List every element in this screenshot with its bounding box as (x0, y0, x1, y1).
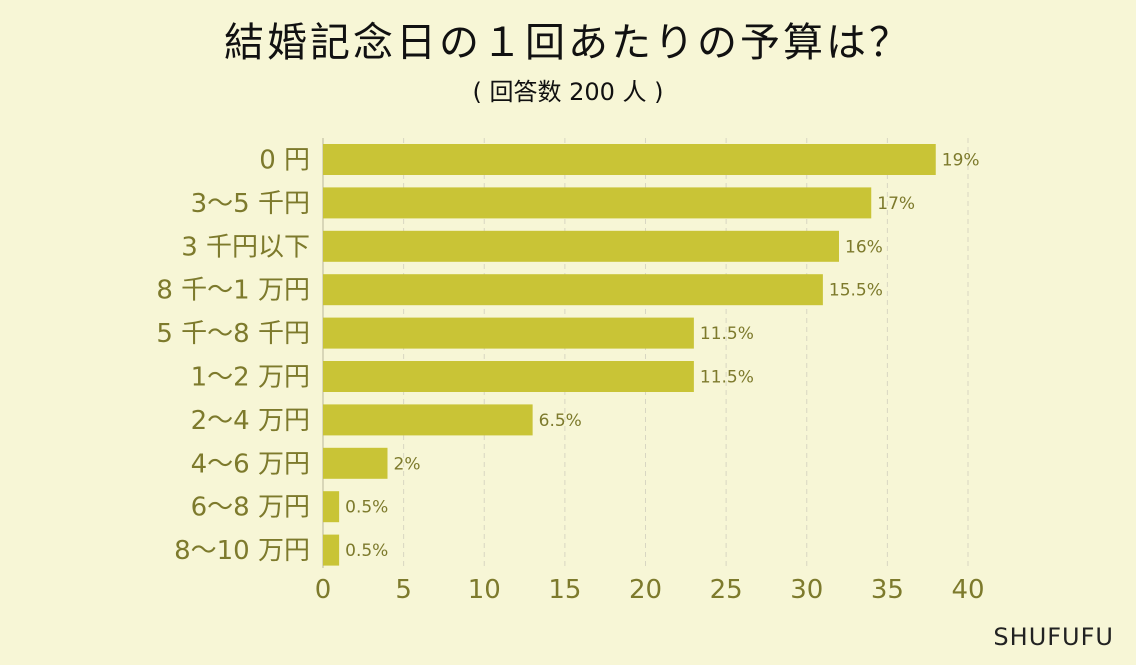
bar (323, 274, 823, 306)
data-label: 19% (942, 151, 980, 171)
bar (323, 361, 694, 392)
category-label: 5 千～8 千円 (156, 319, 310, 349)
category-label: 3～5 千円 (191, 189, 310, 219)
x-tick-label: 0 (315, 575, 332, 605)
category-label: 2～4 万円 (191, 406, 310, 436)
category-label: 1～2 万円 (191, 363, 310, 393)
bar (323, 230, 839, 262)
data-label: 15.5% (829, 281, 883, 301)
bar (323, 447, 388, 479)
x-tick-label: 35 (871, 575, 904, 605)
chart-subtitle: ( 回答数 200 人 ) (472, 78, 664, 106)
data-label: 6.5% (539, 411, 582, 431)
category-label: 3 千円以下 (181, 232, 310, 262)
bar (323, 317, 694, 349)
category-label: 8 千～1 万円 (156, 276, 310, 306)
x-tick-label: 15 (548, 575, 581, 605)
data-label: 0.5% (345, 541, 388, 561)
x-tick-label: 20 (629, 575, 662, 605)
data-label: 0.5% (345, 498, 388, 518)
bar (323, 144, 936, 175)
data-label: 11.5% (700, 368, 754, 388)
x-tick-label: 25 (710, 575, 743, 605)
data-label: 2% (394, 454, 421, 474)
category-label: 0 円 (259, 146, 310, 176)
chart-title: 結婚記念日の１回あたりの予算は？ (224, 20, 912, 66)
data-label: 17% (877, 194, 915, 214)
bar (323, 404, 533, 436)
x-tick-label: 10 (468, 575, 501, 605)
bar (323, 534, 340, 566)
brand-logo-text: SHUFUFU (993, 623, 1114, 651)
data-label: 16% (845, 237, 883, 257)
category-label: 6～8 万円 (191, 493, 310, 523)
bar (323, 491, 340, 523)
data-label: 11.5% (700, 324, 754, 344)
bar (323, 187, 872, 219)
x-tick-label: 40 (951, 575, 984, 605)
category-label: 4～6 万円 (191, 449, 310, 479)
x-tick-label: 5 (395, 575, 412, 605)
x-tick-label: 30 (790, 575, 823, 605)
category-label: 8～10 万円 (174, 536, 310, 566)
